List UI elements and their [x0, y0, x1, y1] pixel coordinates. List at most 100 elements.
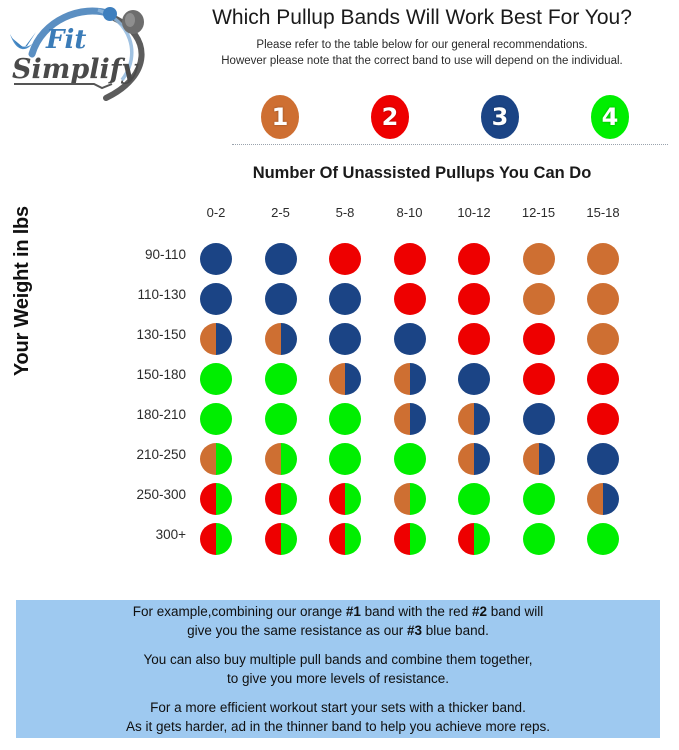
note-p1-e: band will [486, 604, 544, 619]
band-badge-1: 1 [261, 95, 299, 139]
column-header-8-10: 8-10 [396, 205, 423, 220]
band-legend: 1 2 3 4 [236, 95, 656, 143]
dot-fill [522, 323, 555, 355]
dot-fill [329, 323, 361, 355]
band-dot [200, 523, 232, 555]
dot-fill [522, 403, 555, 435]
chart-y-axis-title: Your Weight in lbs [11, 0, 57, 376]
dot-half-right [280, 523, 297, 555]
dot-fill [200, 243, 232, 275]
band-dot [200, 243, 232, 275]
dot-half-left [264, 483, 281, 515]
dot-fill [587, 363, 619, 395]
band-badge-4: 4 [591, 95, 629, 139]
dot-fill [522, 283, 555, 315]
band-dot [200, 443, 232, 475]
band-dot [522, 323, 555, 355]
dot-half-right [409, 523, 426, 555]
note-paragraph-3: For a more efficient workout start your … [126, 698, 550, 736]
dot-half-left [522, 443, 539, 475]
dot-half-left [458, 523, 474, 555]
dot-half-right [216, 483, 232, 515]
row-label-210-250: 210-250 [136, 447, 186, 462]
dot-half-left [264, 443, 281, 475]
dot-half-right [216, 523, 232, 555]
column-header-15-18: 15-18 [586, 205, 620, 220]
dot-fill [587, 443, 619, 475]
svg-text:Fit: Fit [45, 25, 86, 55]
band-dot [587, 523, 619, 555]
chart-y-axis-title-text: Your Weight in lbs [11, 206, 33, 377]
dot-half-left [393, 483, 410, 515]
band-dot [264, 323, 297, 355]
band-dot [329, 283, 361, 315]
dot-half-left [393, 523, 410, 555]
note-p1-a: For example,combining our orange [132, 604, 346, 619]
band-dot [264, 283, 297, 315]
dot-half-right [409, 403, 426, 435]
dot-fill [522, 483, 555, 515]
matrix-row: 150-180 [136, 359, 648, 399]
band-dot [393, 363, 426, 395]
dot-fill [458, 323, 490, 355]
band-dot [522, 443, 555, 475]
dot-fill [200, 403, 232, 435]
band-dot [393, 403, 426, 435]
fit-simplify-logo: Fit Simplify [2, 2, 160, 102]
column-header-0-2: 0-2 [206, 205, 226, 220]
band-dot [329, 323, 361, 355]
band-dot [329, 243, 361, 275]
dot-half-right [474, 443, 490, 475]
matrix-row: 130-150 [136, 319, 648, 359]
band-dot [329, 403, 361, 435]
band-dot [200, 363, 232, 395]
dot-fill [522, 523, 555, 555]
dot-half-left [329, 363, 345, 395]
dot-half-left [329, 523, 345, 555]
dot-half-right [603, 483, 619, 515]
row-label-90-110: 90-110 [144, 247, 186, 262]
band-dot [264, 403, 297, 435]
column-header-5-8: 5-8 [335, 205, 355, 220]
band-badge-3: 3 [481, 95, 519, 139]
dot-fill [264, 283, 297, 315]
band-dot [200, 483, 232, 515]
matrix-row: 300+ [156, 519, 648, 559]
dot-half-right [280, 443, 297, 475]
dot-fill [264, 403, 297, 435]
band-dot [458, 243, 490, 275]
dot-half-right [345, 363, 361, 395]
note-p1-h: blue band. [422, 623, 489, 638]
band-dot [587, 443, 619, 475]
dot-fill [587, 523, 619, 555]
band-dot [393, 323, 426, 355]
band-dot [522, 243, 555, 275]
column-header-2-5: 2-5 [271, 205, 290, 220]
dot-half-right [538, 443, 555, 475]
dot-half-left [458, 443, 474, 475]
dot-fill [458, 483, 490, 515]
band-dot [200, 403, 232, 435]
dot-half-left [200, 523, 216, 555]
note-p1-band2: #2 [471, 604, 487, 619]
band-dot [522, 403, 555, 435]
band-dot [522, 363, 555, 395]
dot-fill [587, 283, 619, 315]
dot-half-right [280, 323, 297, 355]
subtitle-line-2: However please note that the correct ban… [221, 54, 623, 67]
band-dot [393, 523, 426, 555]
matrix-row: 180-210 [136, 399, 648, 439]
band-dot [458, 443, 490, 475]
dot-half-left [200, 323, 216, 355]
dot-half-left [264, 323, 281, 355]
matrix-row: 210-250 [136, 439, 648, 479]
note-p3-line-1: For a more efficient workout start your … [150, 700, 526, 715]
dot-fill [329, 443, 361, 475]
dot-fill [587, 403, 619, 435]
note-p1-band3: #3 [407, 623, 423, 638]
dot-fill [329, 403, 361, 435]
band-dot [587, 323, 619, 355]
note-p2-line-1: You can also buy multiple pull bands and… [143, 652, 533, 667]
dot-half-right [345, 483, 361, 515]
band-badge-2: 2 [371, 95, 409, 139]
